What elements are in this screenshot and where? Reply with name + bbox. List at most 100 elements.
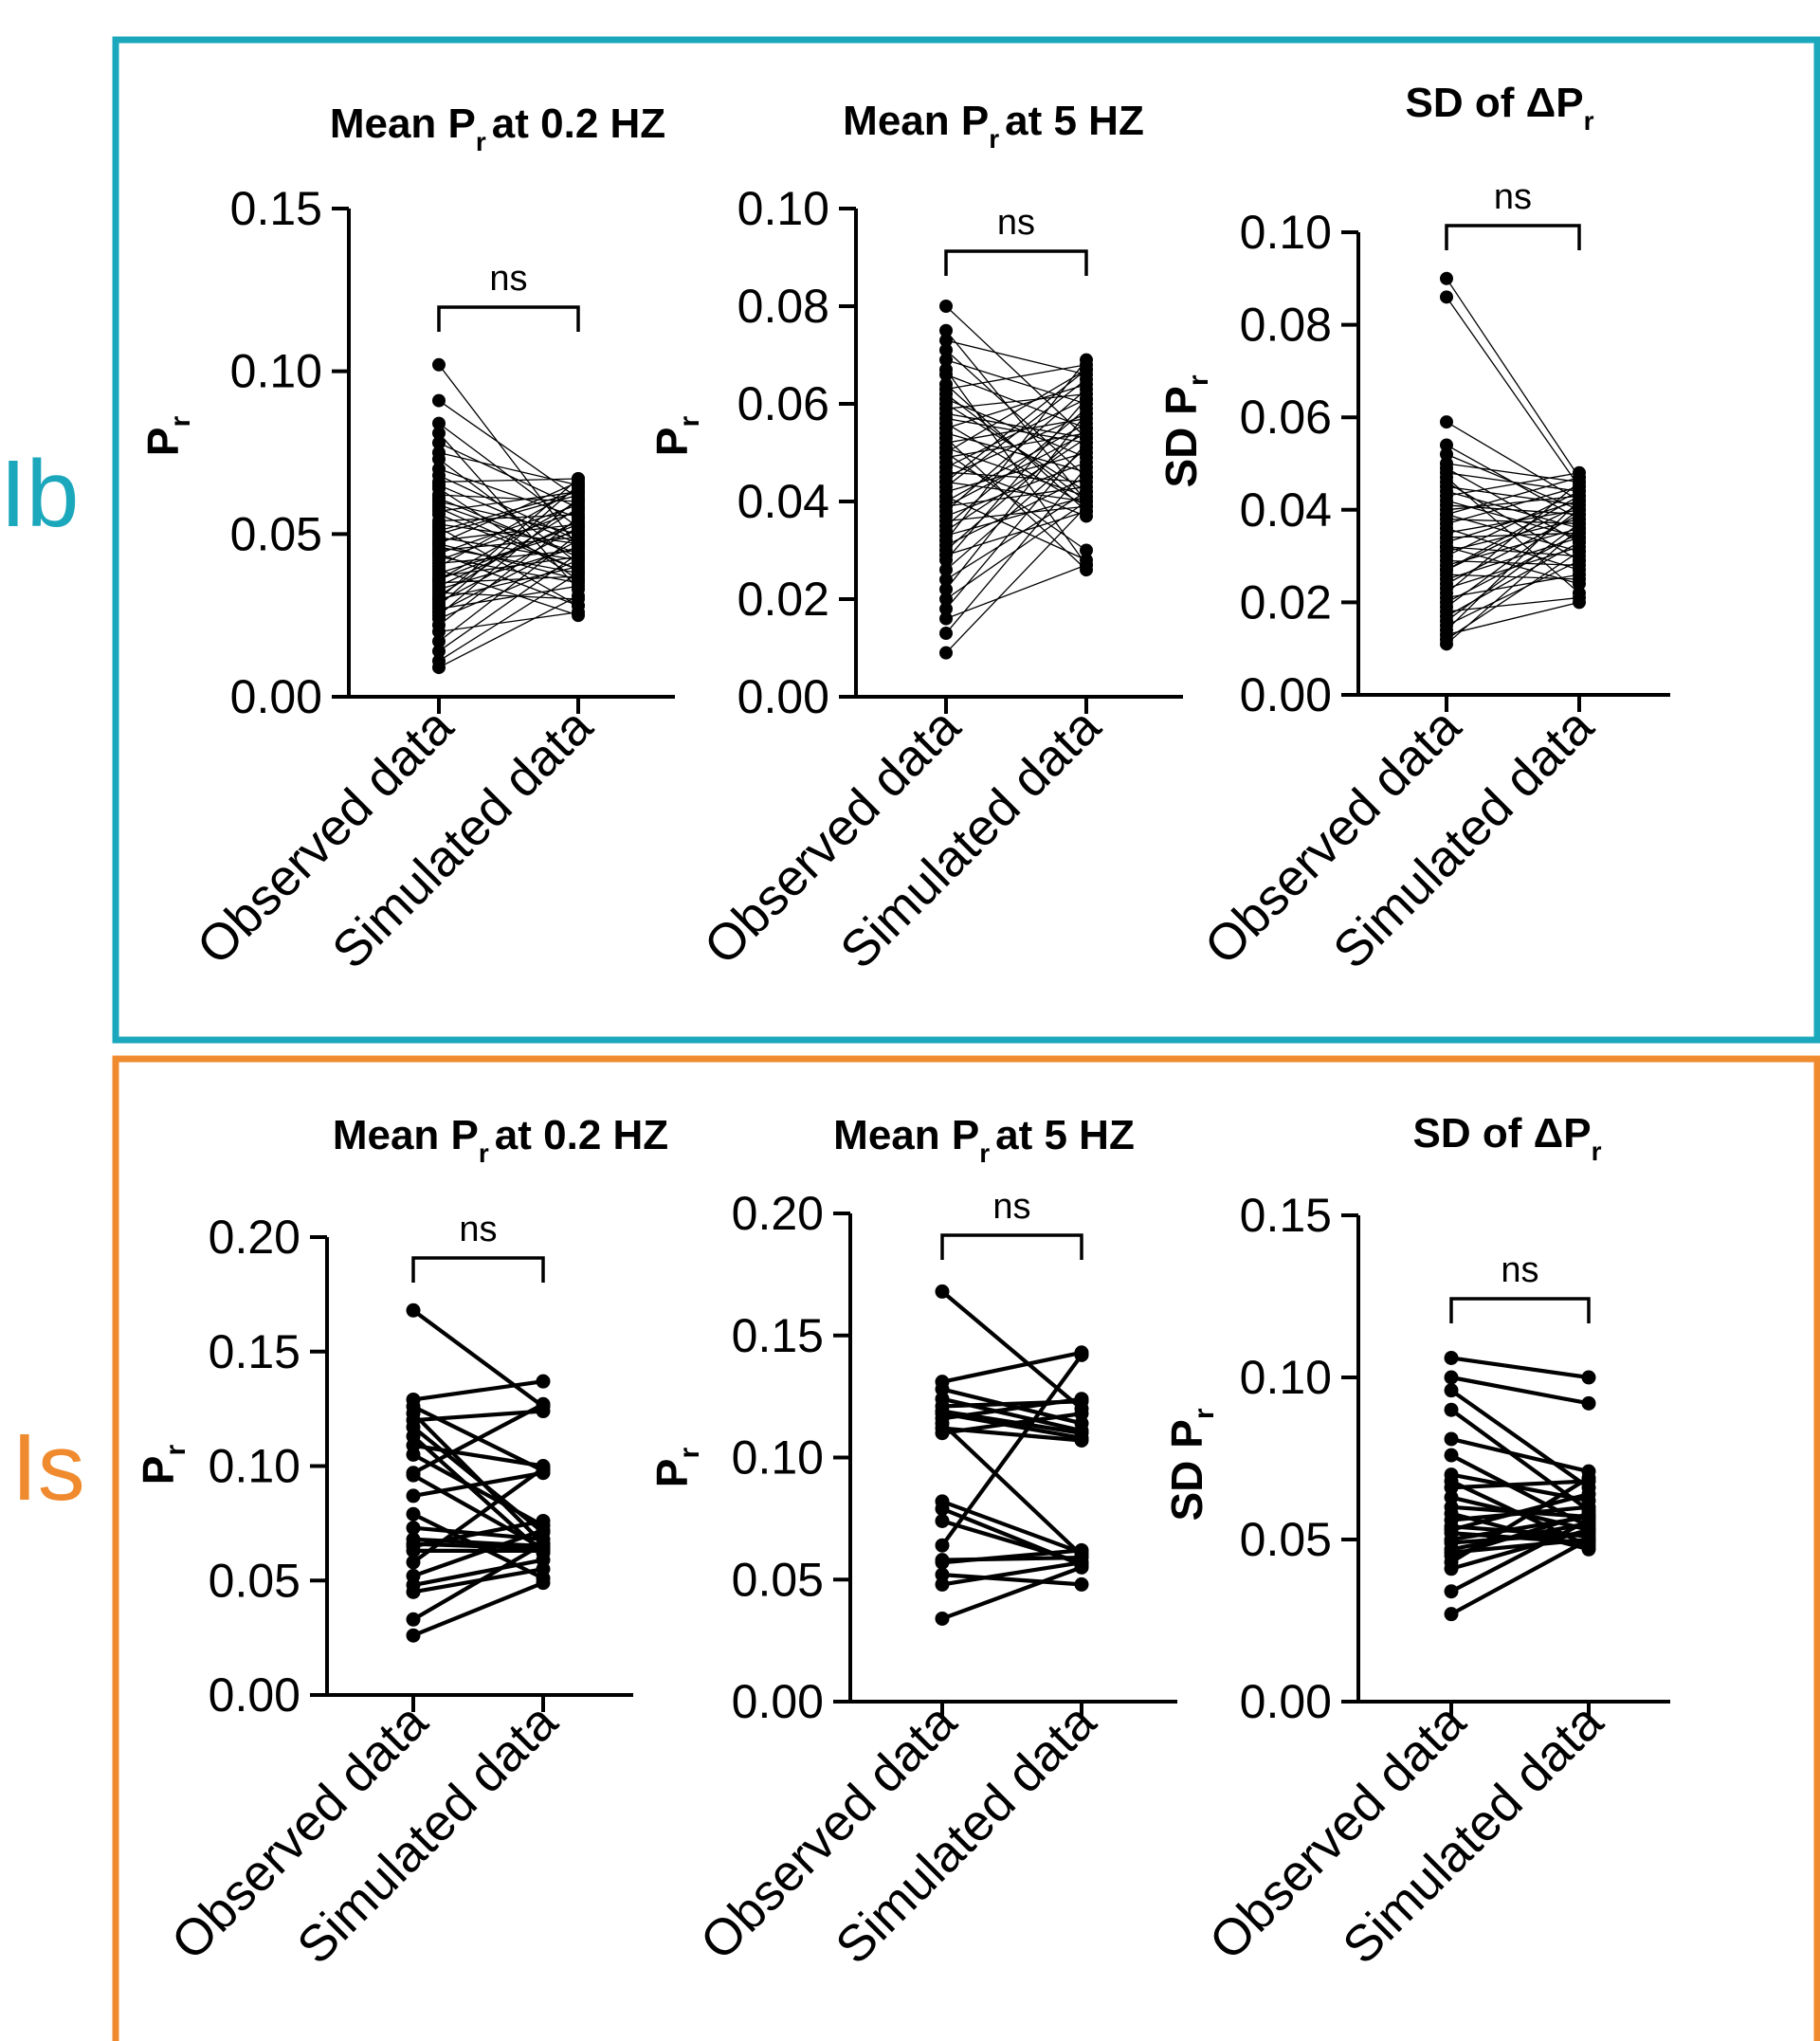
x-category-label: Observed data [187,697,465,975]
paired-lines [940,1289,1083,1621]
chart-title: Mean Pr at 5 HZ [833,1112,1135,1168]
observed-point [432,416,446,430]
observed-point [1440,290,1453,304]
data-points [935,1284,1089,1626]
paired-line [941,1412,1083,1440]
observed-point [406,1303,421,1318]
observed-point [432,625,446,639]
x-category-label: Observed data [694,697,973,975]
simulated-point [572,589,585,603]
chart-title-subscript: r [1584,106,1594,136]
observed-point [1444,1370,1459,1385]
observed-point [1440,415,1453,429]
simulated-point [1581,1370,1596,1385]
paired-line [1449,1388,1591,1489]
paired-line [438,478,579,600]
simulated-point [536,1374,551,1389]
paired-line [945,423,1087,502]
y-tick-label: 0.05 [1240,1513,1332,1566]
simulated-point [1581,1512,1596,1527]
y-tick-label: 0.02 [1240,575,1332,629]
y-tick-label: 0.04 [1240,483,1332,537]
y-axis-label: Pr [138,416,196,457]
paired-line [438,553,579,607]
x-category-label: Simulated data [321,697,604,979]
observed-point [1444,1431,1459,1447]
paired-line [945,369,1087,483]
panel-frame-ib [112,36,1820,1044]
paired-line [438,494,579,502]
paired-line [438,526,579,604]
y-tick-label: 0.04 [737,475,829,528]
panel-frames: Ib Is [0,36,1820,2041]
paired-line [438,537,579,561]
observed-point [939,627,953,641]
paired-line [1446,559,1580,627]
observed-point [939,334,953,348]
observed-point [406,1447,421,1462]
simulated-point [1080,426,1093,440]
y-tick-label: 0.08 [737,280,829,333]
paired-line [411,1434,545,1555]
observed-point [935,1284,950,1299]
simulated-point [1573,568,1586,582]
observed-point [1444,1383,1459,1398]
panel-frame-is [112,1055,1820,2041]
y-tick-label: 0.10 [732,1431,824,1485]
paired-line [438,520,579,587]
chart-title-main: SD of ΔP [1406,80,1584,126]
y-tick-label: 0.08 [1240,299,1332,352]
paired-line [1446,490,1580,557]
observed-point [935,1555,950,1570]
observed-point [432,436,446,450]
y-axis-label-main: P [134,1456,183,1485]
paired-line [438,546,579,591]
observed-point [432,491,446,505]
observed-point [939,582,953,596]
simulated-point [536,1461,551,1476]
observed-point [406,1584,421,1599]
simulated-point [1581,1470,1596,1485]
simulated-point [1573,595,1586,610]
y-axis-label: Pr [647,1448,705,1488]
paired-line [1446,421,1580,501]
paired-line [1450,1479,1590,1490]
paired-line [941,1350,1083,1384]
paired-lines [438,364,579,668]
paired-line [1450,1527,1590,1571]
y-tick-label: 0.10 [737,182,829,235]
chart-title-rest: at 0.2 HZ [492,100,665,147]
paired-line [941,1412,1083,1435]
paired-lines [945,305,1087,654]
observed-point [1440,637,1453,651]
significance-bracket [1445,224,1581,250]
chart-1: Mean Pr at 0.2 HZPr0.000.050.100.15Observ… [138,100,675,979]
data-points [1440,271,1586,651]
paired-line [945,383,1087,429]
paired-line [412,1402,544,1475]
y-tick-label: 0.20 [732,1187,824,1240]
paired-line [1446,477,1580,516]
observed-point [1444,1350,1459,1365]
simulated-point [1080,392,1093,406]
significance-label: ns [1494,177,1532,217]
paired-line [1446,278,1580,479]
observed-point [1444,1480,1459,1495]
paired-line [1450,1492,1590,1532]
simulated-point [1573,489,1586,503]
paired-line [438,497,579,557]
paired-line [438,553,579,652]
observed-point [1440,507,1453,521]
paired-line [438,474,579,541]
simulated-point [572,518,585,532]
observed-point [432,357,446,372]
observed-point [406,1543,421,1558]
significance-bracket [944,249,1088,276]
x-category-label: Simulated data [825,1692,1107,1975]
chart-title: SD of ΔPr [1413,1110,1602,1166]
observed-point [1444,1607,1459,1622]
paired-line [945,505,1087,522]
paired-line [945,505,1087,654]
chart-title-rest: at 0.2 HZ [495,1112,668,1158]
chart-title: SD of ΔPr [1406,80,1594,136]
